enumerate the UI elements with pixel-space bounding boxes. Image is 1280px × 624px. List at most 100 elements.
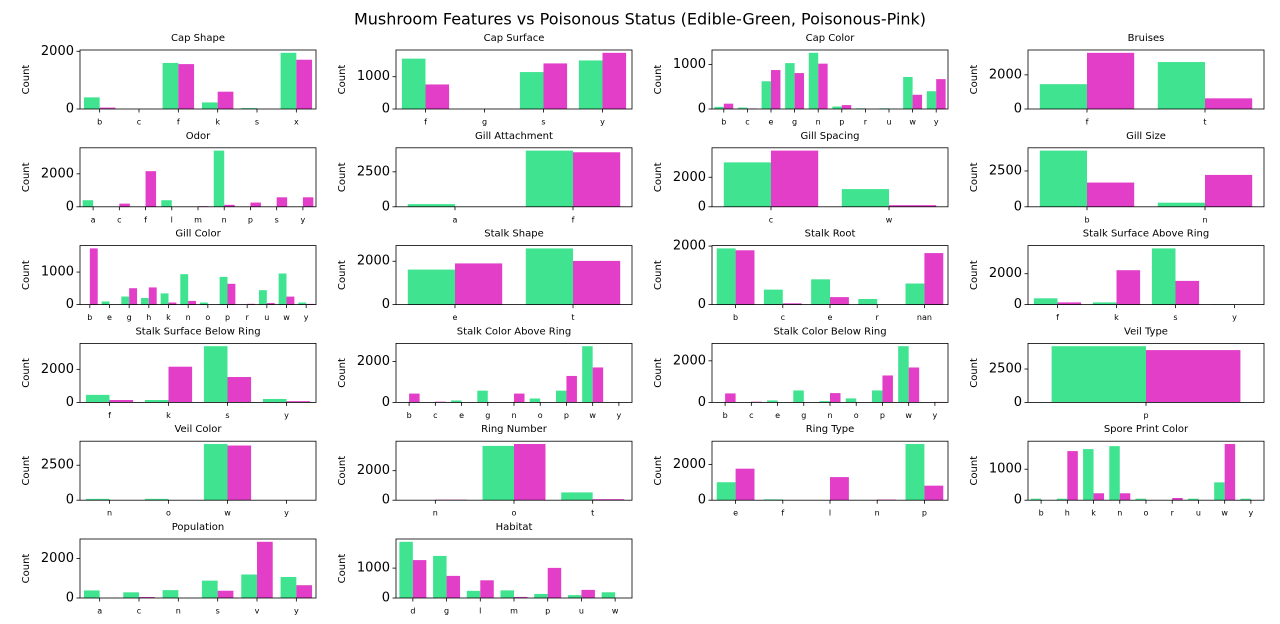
x-tick-label: b — [1039, 509, 1044, 518]
axes-frame — [711, 49, 949, 110]
bar — [480, 580, 494, 598]
bar — [412, 560, 427, 598]
axes-frame — [1027, 440, 1265, 501]
bar — [409, 393, 420, 403]
x-tick-label: u — [1196, 509, 1201, 518]
x-tick-label: g — [801, 411, 806, 420]
bar — [139, 596, 155, 598]
y-tick-label: 0 — [382, 395, 390, 410]
axes-frame — [1027, 49, 1265, 110]
bar — [1056, 498, 1068, 501]
y-tick-label: 0 — [66, 199, 74, 214]
bar — [276, 197, 288, 207]
bar — [566, 375, 577, 403]
bar — [1039, 84, 1087, 109]
x-tick-label: u — [264, 313, 269, 322]
x-tick-label: u — [579, 607, 584, 616]
x-tick-label: n — [1202, 215, 1207, 224]
axes-frame — [79, 245, 317, 306]
x-tick-label: k — [1091, 509, 1096, 518]
y-tick-label: 2000 — [357, 254, 390, 269]
subplot-title: Stalk Surface Above Ring — [1083, 229, 1209, 240]
subplot-title: Gill Size — [1126, 131, 1166, 142]
bar — [1172, 497, 1183, 501]
bar — [201, 580, 218, 598]
bar — [716, 482, 736, 501]
x-tick-label: w — [1221, 509, 1228, 518]
bar — [1087, 52, 1135, 109]
bar — [266, 303, 275, 305]
x-tick-label: w — [909, 118, 916, 127]
y-tick-label: 0 — [66, 493, 74, 508]
x-tick-label: s — [225, 411, 229, 420]
axes-frame — [79, 49, 317, 110]
bar — [581, 589, 595, 598]
y-tick-label: 2000 — [357, 354, 390, 369]
y-axis-label: Count — [969, 65, 980, 95]
bar — [455, 263, 503, 305]
x-tick-label: c — [137, 118, 141, 127]
bar — [119, 203, 130, 207]
x-tick-label: c — [749, 411, 753, 420]
bar — [203, 346, 228, 403]
bar — [905, 283, 925, 305]
bar — [794, 73, 805, 109]
y-tick-label: 0 — [382, 102, 390, 117]
bar — [1214, 482, 1225, 501]
bar — [1033, 298, 1058, 305]
y-tick-label: 0 — [698, 493, 706, 508]
axes-frame — [711, 342, 949, 403]
bar — [818, 63, 828, 109]
bar — [241, 108, 257, 109]
x-tick-label: w — [612, 607, 619, 616]
x-tick-label: o — [166, 509, 171, 518]
x-tick-label: c — [433, 411, 437, 420]
axes-frame — [711, 440, 949, 501]
bar — [763, 499, 783, 501]
x-tick-label: f — [144, 215, 147, 224]
bar — [227, 445, 252, 501]
bar — [1116, 270, 1141, 305]
bar — [716, 248, 736, 305]
x-tick-label: h — [1065, 509, 1070, 518]
x-tick-label: g — [485, 411, 490, 420]
axes-frame — [395, 342, 633, 403]
subplot-title: Veil Color — [174, 424, 222, 435]
bar — [99, 107, 116, 109]
y-tick-label: 0 — [698, 297, 706, 312]
bar — [407, 269, 455, 305]
subplot-title: Ring Type — [806, 424, 855, 435]
y-tick-label: 0 — [66, 395, 74, 410]
x-tick-label: e — [769, 118, 774, 127]
y-tick-label: 1000 — [41, 265, 74, 280]
axes-frame — [395, 245, 633, 306]
x-tick-label: s — [275, 215, 279, 224]
x-tick-label: h — [146, 313, 151, 322]
axes-frame — [79, 538, 317, 599]
bar — [213, 150, 225, 207]
y-tick-label: 0 — [698, 395, 706, 410]
bar — [534, 593, 548, 598]
y-axis-label: Count — [653, 65, 664, 95]
x-tick-label: y — [284, 411, 289, 420]
x-tick-label: y — [617, 411, 622, 420]
x-tick-label: k — [215, 118, 220, 127]
bar — [737, 107, 748, 109]
axes-frame — [1027, 342, 1265, 403]
bar — [1067, 451, 1078, 501]
y-tick-label: 1000 — [673, 57, 706, 72]
subplot-title: Gill Spacing — [800, 131, 859, 142]
x-tick-label: b — [721, 118, 726, 127]
x-tick-label: s — [1173, 313, 1177, 322]
bar — [144, 400, 169, 403]
bar — [89, 248, 98, 305]
bar — [433, 555, 447, 598]
bar — [217, 590, 234, 598]
bar — [298, 302, 307, 305]
y-tick-label: 0 — [382, 199, 390, 214]
bar — [735, 468, 755, 501]
bar — [763, 289, 783, 305]
axes-frame — [79, 147, 317, 208]
bar — [162, 590, 179, 598]
x-tick-label: p — [248, 215, 253, 224]
